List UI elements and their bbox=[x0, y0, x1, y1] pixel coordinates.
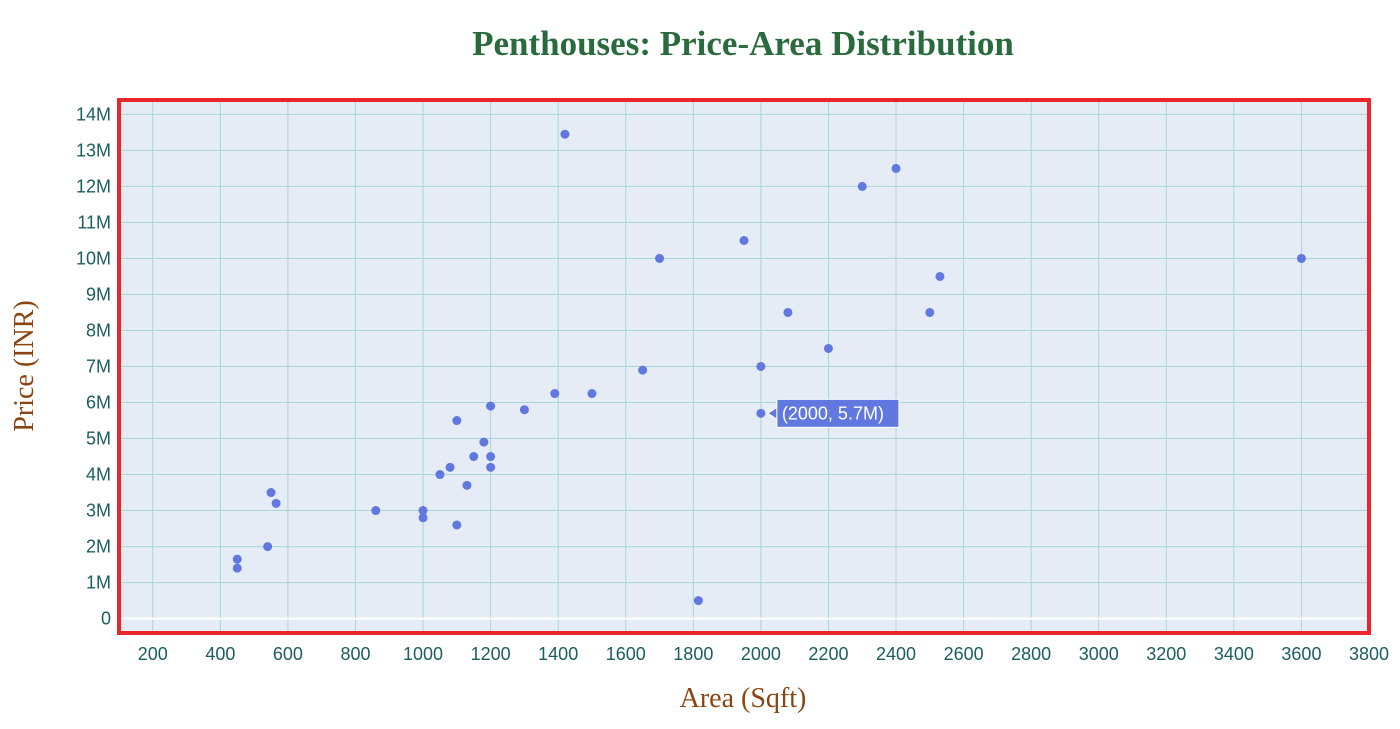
x-tick-label: 1600 bbox=[606, 644, 646, 664]
x-axis-ticks: 200 400 600 800 1000 1200 1400 1600 1800 2000 2200… bbox=[138, 644, 1389, 664]
data-point[interactable] bbox=[486, 452, 496, 462]
data-point[interactable] bbox=[756, 362, 766, 371]
data-point[interactable] bbox=[693, 596, 703, 606]
y-axis-title: Price (INR) bbox=[9, 300, 40, 431]
x-tick-label: 1200 bbox=[471, 644, 511, 664]
data-point[interactable] bbox=[232, 554, 242, 564]
data-point[interactable] bbox=[638, 365, 648, 375]
data-point[interactable] bbox=[435, 470, 445, 480]
plot-frame bbox=[117, 98, 1371, 635]
y-tick-label: 11M bbox=[77, 212, 111, 232]
x-tick-label: 3400 bbox=[1214, 644, 1254, 664]
y-tick-label: 2M bbox=[86, 537, 111, 557]
data-point[interactable] bbox=[486, 462, 496, 472]
data-point[interactable] bbox=[445, 462, 455, 472]
data-point[interactable] bbox=[479, 437, 489, 447]
x-tick-label: 3200 bbox=[1146, 644, 1186, 664]
x-tick-label: 3000 bbox=[1079, 644, 1119, 664]
data-point[interactable] bbox=[550, 389, 560, 399]
data-point[interactable] bbox=[271, 498, 281, 508]
data-point[interactable] bbox=[232, 563, 242, 573]
chart-title: Penthouses: Price-Area Distribution bbox=[472, 24, 1014, 63]
x-tick-label: 3800 bbox=[1349, 644, 1389, 664]
data-point[interactable] bbox=[266, 488, 276, 498]
x-tick-label: 1000 bbox=[403, 644, 443, 664]
x-tick-label: 2200 bbox=[808, 644, 848, 664]
data-point[interactable] bbox=[263, 542, 273, 552]
x-tick-label: 200 bbox=[138, 644, 168, 664]
data-point[interactable] bbox=[371, 506, 381, 516]
data-point[interactable] bbox=[452, 520, 462, 530]
hover-box bbox=[776, 398, 900, 428]
data-point[interactable] bbox=[452, 416, 462, 426]
data-point[interactable] bbox=[560, 129, 570, 139]
y-tick-label: 9M bbox=[86, 284, 111, 304]
y-tick-label: 10M bbox=[76, 248, 111, 268]
hover-label: (2000, 5.7M) bbox=[782, 403, 884, 423]
x-tick-label: 2800 bbox=[1011, 644, 1051, 664]
data-point[interactable] bbox=[739, 235, 749, 245]
data-point[interactable] bbox=[891, 163, 901, 173]
x-tick-label: 1400 bbox=[538, 644, 578, 664]
data-point[interactable] bbox=[783, 307, 793, 317]
data-point[interactable] bbox=[418, 513, 428, 523]
data-point[interactable] bbox=[655, 253, 665, 263]
y-tick-label: 7M bbox=[86, 357, 111, 377]
y-tick-label: 12M bbox=[76, 176, 111, 196]
y-tick-label: 6M bbox=[86, 393, 111, 413]
data-point[interactable] bbox=[823, 343, 833, 353]
y-tick-label: 1M bbox=[86, 573, 111, 593]
data-point[interactable] bbox=[587, 389, 597, 399]
y-tick-label: 13M bbox=[76, 140, 111, 160]
x-tick-label: 1800 bbox=[673, 644, 713, 664]
y-tick-label: 4M bbox=[86, 465, 111, 485]
x-tick-label: 2000 bbox=[741, 644, 781, 664]
data-point[interactable] bbox=[519, 405, 529, 415]
plot-area[interactable] bbox=[117, 98, 1371, 635]
data-point[interactable] bbox=[486, 401, 496, 411]
data-point[interactable] bbox=[418, 506, 428, 516]
y-tick-label: 8M bbox=[86, 320, 111, 340]
x-tick-label: 2400 bbox=[876, 644, 916, 664]
data-point[interactable] bbox=[756, 408, 766, 418]
data-point[interactable] bbox=[462, 480, 472, 490]
y-tick-label: 0 bbox=[101, 609, 111, 629]
hover-tooltip: (2000, 5.7M) bbox=[766, 398, 900, 428]
data-point[interactable] bbox=[469, 452, 479, 462]
y-tick-label: 3M bbox=[86, 501, 111, 521]
x-tick-label: 400 bbox=[205, 644, 235, 664]
x-tick-label: 3600 bbox=[1281, 644, 1321, 664]
x-tick-label: 800 bbox=[340, 644, 370, 664]
x-axis-title: Area (Sqft) bbox=[680, 683, 807, 714]
y-tick-label: 14M bbox=[76, 104, 111, 124]
x-tick-label: 2600 bbox=[944, 644, 984, 664]
data-point[interactable] bbox=[857, 181, 867, 191]
x-tick-label: 600 bbox=[273, 644, 303, 664]
data-point[interactable] bbox=[1296, 253, 1306, 263]
data-point[interactable] bbox=[925, 307, 935, 317]
y-tick-label: 5M bbox=[86, 429, 111, 449]
y-axis-ticks: 0 1M 2M 3M 4M 5M 6M 7M 8M 9M 10M 11M 12M 13M 14M bbox=[76, 104, 111, 628]
data-point[interactable] bbox=[935, 271, 945, 281]
